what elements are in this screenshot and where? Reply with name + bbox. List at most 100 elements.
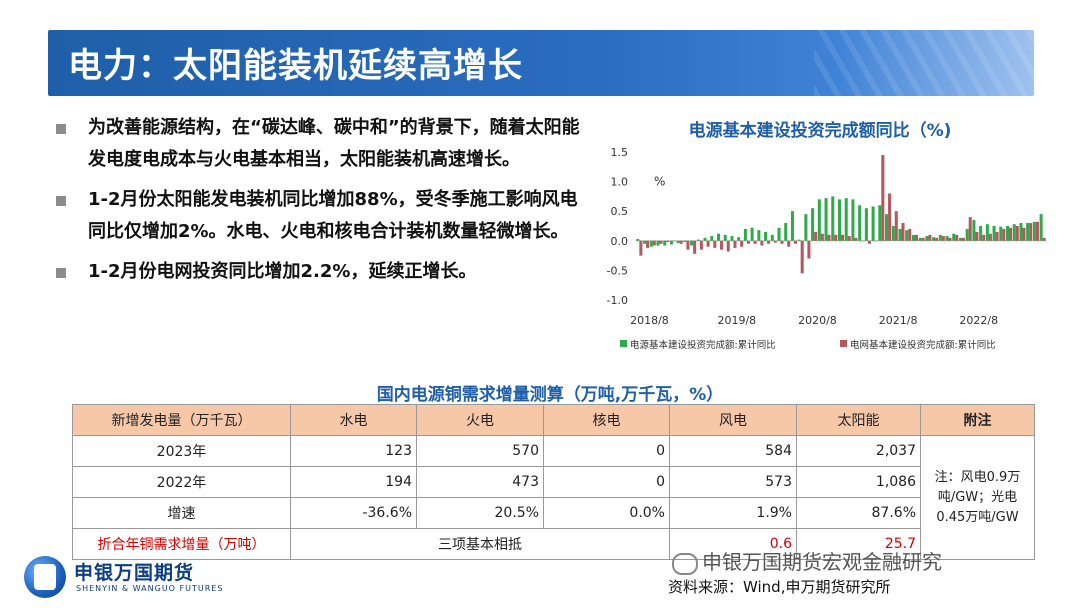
bullet-item: 1-2月份太阳能发电装机同比增加88%，受冬季施工影响风电同比仅增加2%。水电、… xyxy=(52,184,582,248)
table-row: 2022年 194 473 0 573 1,086 xyxy=(72,466,1035,498)
bar-power-source xyxy=(1026,223,1030,241)
bar-power-source xyxy=(851,199,855,241)
bar-power-source xyxy=(817,199,821,241)
logo-mark-icon xyxy=(24,556,66,598)
bar-power-source xyxy=(643,240,647,244)
watermark-text: 申银万国期货宏观金融研究 xyxy=(702,550,942,574)
bar-power-source xyxy=(824,198,828,241)
bullet-item: 为改善能源结构，在“碳达峰、碳中和”的背景下，随着太阳能发电度电成本与火电基本相… xyxy=(52,112,582,176)
title-banner: 电力：太阳能装机延续高增长 xyxy=(48,30,1034,96)
bar-grid xyxy=(1029,223,1033,241)
bar-grid xyxy=(646,240,650,248)
table-cell: 1.9% xyxy=(669,497,797,529)
bar-power-source xyxy=(891,226,895,241)
y-tick-label: 0.5 xyxy=(611,205,629,218)
bar-grid xyxy=(1002,228,1006,241)
table-cell: 1,086 xyxy=(796,466,921,498)
bar-grid xyxy=(827,234,831,241)
bar-grid xyxy=(908,228,912,241)
bar-grid xyxy=(881,154,885,241)
bar-power-source xyxy=(1039,214,1043,241)
bar-power-source xyxy=(804,214,808,241)
bar-power-source xyxy=(918,237,922,241)
bar-grid xyxy=(753,240,757,244)
bar-power-source xyxy=(743,228,747,241)
bar-grid xyxy=(686,240,690,250)
legend-swatch-power-source xyxy=(620,340,627,347)
bar-grid xyxy=(780,240,784,244)
y-tick-label: 0.0 xyxy=(611,235,629,248)
bar-grid xyxy=(666,240,670,242)
investment-yoy-chart: 1.5 1.0 0.5 0.0 -0.5 -1.0% 2018/8 2019/8 2020/8 2… xyxy=(607,146,1046,351)
bar-grid xyxy=(854,237,858,241)
bar-power-source xyxy=(925,236,929,241)
bar-power-source xyxy=(716,233,721,241)
row-label: 增速 xyxy=(72,497,291,529)
bar-grid xyxy=(982,234,986,241)
bar-grid xyxy=(894,211,898,241)
bar-power-source xyxy=(831,196,835,241)
bar-grid xyxy=(773,240,777,243)
bar-power-source xyxy=(898,228,902,241)
bar-grid xyxy=(874,240,878,242)
table-cell: 25.7 xyxy=(796,528,921,560)
bar-grid xyxy=(975,231,979,241)
y-tick-label: 1.5 xyxy=(611,146,629,159)
table-cell: 2,037 xyxy=(796,435,921,467)
bar-grid xyxy=(941,236,945,241)
row-label: 2022年 xyxy=(72,466,291,498)
bar-power-source xyxy=(730,236,734,241)
bar-power-source xyxy=(636,239,640,241)
bar-power-source xyxy=(992,226,996,241)
bar-power-source xyxy=(844,198,848,241)
bar-grid xyxy=(639,240,643,256)
bar-power-source xyxy=(871,206,875,241)
bar-grid xyxy=(767,240,771,244)
bar-power-source xyxy=(797,239,801,241)
x-tick-label: 2018/8 xyxy=(630,314,669,327)
bar-power-source xyxy=(858,205,862,241)
table-cell: -36.6% xyxy=(290,497,417,529)
bar-grid xyxy=(955,234,959,241)
bullet-text: 1-2月份电网投资同比增加2.2%，延续正增长。 xyxy=(88,261,477,282)
logo-text-cn: 申银万国期货 xyxy=(74,562,195,584)
bar-power-source xyxy=(952,233,956,241)
bar-power-source xyxy=(757,230,761,241)
bar-grid xyxy=(834,234,838,241)
header-cell: 新增发电量（万千瓦） xyxy=(72,404,291,436)
table-cell: 0.0% xyxy=(543,497,670,529)
table-cell: 87.6% xyxy=(796,497,921,529)
legend-label-grid: 电网基本建设投资完成额:累计同比 xyxy=(850,339,996,351)
company-logo: 申银万国期货 SHENYIN & WANGUO FUTURES xyxy=(24,556,244,600)
bar-grid xyxy=(800,240,804,274)
bar-power-source xyxy=(656,240,660,246)
bar-power-source xyxy=(1012,224,1016,241)
header-cell: 水电 xyxy=(290,404,417,436)
bar-power-source xyxy=(649,240,653,247)
bar-grid xyxy=(746,240,750,244)
bar-grid xyxy=(740,240,744,247)
table-title: 国内电源铜需求增量测算（万吨,万千瓦，%） xyxy=(376,385,724,405)
bar-power-source xyxy=(811,208,815,241)
table-cell: 20.5% xyxy=(416,497,544,529)
banner-decoration xyxy=(814,30,1034,96)
bar-grid xyxy=(807,240,811,259)
bar-grid xyxy=(787,240,791,247)
x-tick-label: 2019/8 xyxy=(717,314,756,327)
bar-grid xyxy=(820,233,824,241)
bar-grid xyxy=(1022,227,1026,241)
bar-power-source xyxy=(932,237,936,241)
unit-label: % xyxy=(654,175,665,189)
wechat-icon xyxy=(672,552,698,575)
bar-power-source xyxy=(723,234,727,241)
header-cell: 核电 xyxy=(543,404,670,436)
bar-grid xyxy=(888,193,892,241)
bar-power-source xyxy=(864,208,868,241)
bar-power-source xyxy=(703,237,707,241)
bar-power-source xyxy=(885,214,889,241)
bar-grid xyxy=(659,240,663,244)
bar-grid xyxy=(935,237,939,241)
bullet-square-icon xyxy=(56,268,66,278)
bullet-item: 1-2月份电网投资同比增加2.2%，延续正增长。 xyxy=(52,256,582,288)
bar-grid xyxy=(1009,227,1013,241)
